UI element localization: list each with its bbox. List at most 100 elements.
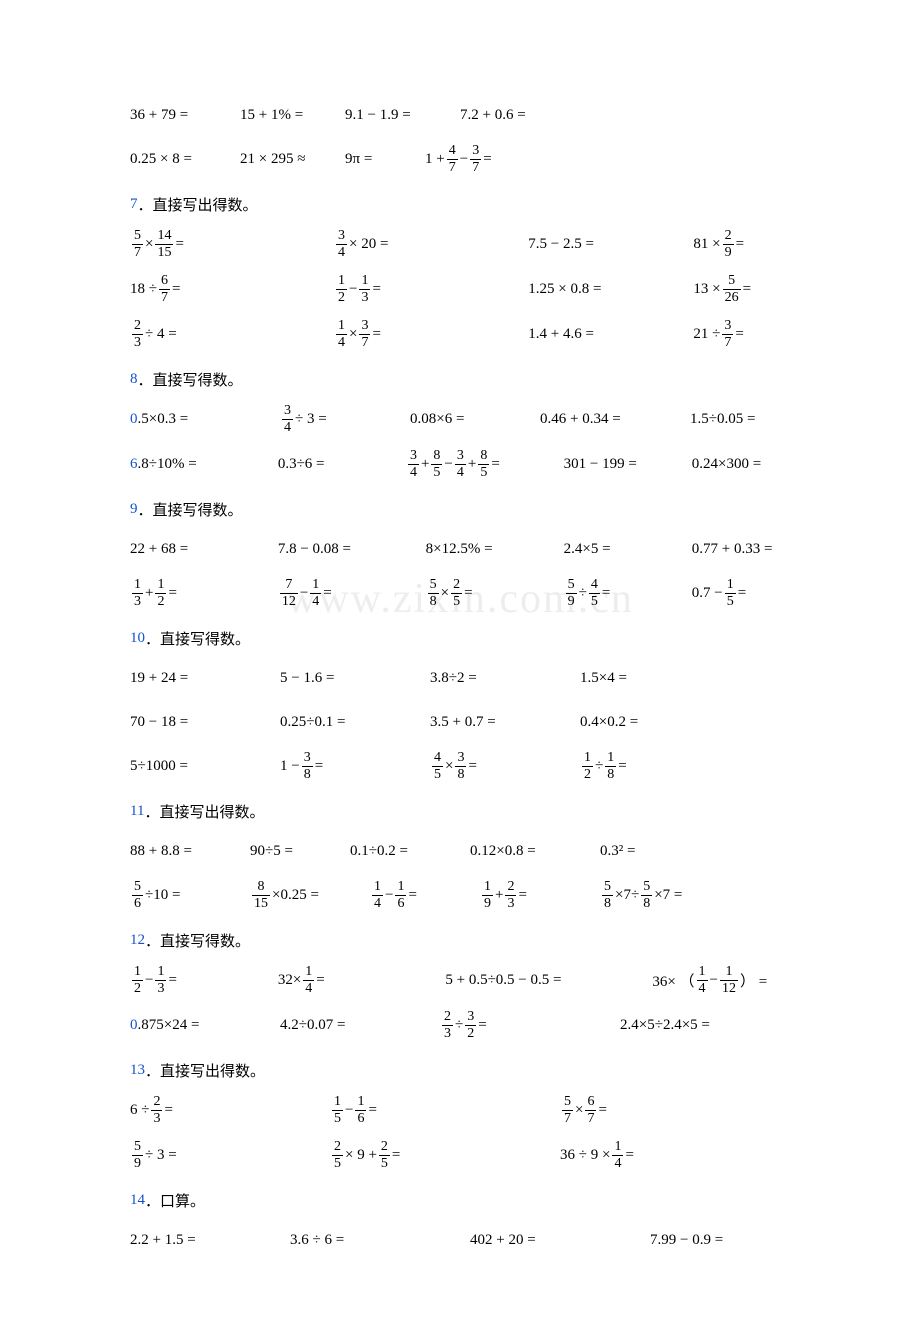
expr-row: 12 − 13 =32× 14 =5 + 0.5÷0.5 − 0.5 =36× … bbox=[130, 965, 810, 996]
expr: 0.24×300 = bbox=[692, 456, 810, 473]
expr: 0.12×0.8 = bbox=[470, 843, 600, 860]
question-heading: 7．直接写出得数。 bbox=[130, 189, 810, 219]
expr: 0.25÷0.1 = bbox=[280, 714, 430, 731]
expr: 0.7 − 15 = bbox=[692, 578, 810, 609]
expr: 57 × 67 = bbox=[560, 1095, 680, 1126]
expr: 13 + 12 = bbox=[130, 578, 278, 609]
expr: 402 + 20 = bbox=[470, 1232, 650, 1249]
expr: 7.2 + 0.6 = bbox=[460, 107, 570, 124]
expr-row: 6 ÷ 23 =15 − 16 =57 × 67 = bbox=[130, 1095, 810, 1126]
question-label: ．直接写得数。 bbox=[138, 369, 243, 390]
question-label: ．直接写出得数。 bbox=[138, 194, 258, 215]
expr-row: 0.25 × 8 =21 × 295 ≈9π =1 + 47 − 37 = bbox=[130, 144, 810, 175]
question-label: ．直接写得数。 bbox=[138, 499, 243, 520]
expr: 9.1 − 1.9 = bbox=[345, 107, 460, 124]
expr: 36× （ 14 − 112 ） = bbox=[652, 965, 810, 996]
expr: 22 + 68 = bbox=[130, 541, 278, 558]
expr: 21 × 295 ≈ bbox=[240, 151, 345, 168]
expr-row: 18 ÷ 67 =12 − 13 =1.25 × 0.8 =13 × 526 = bbox=[130, 274, 810, 305]
question-number: 10 bbox=[130, 630, 145, 647]
expr: 815 ×0.25 = bbox=[250, 880, 370, 911]
question-heading: 12．直接写得数。 bbox=[130, 925, 810, 955]
expr: 0.77 + 0.33 = bbox=[692, 541, 810, 558]
expr: 18 ÷ 67 = bbox=[130, 274, 334, 305]
expr: 0.4×0.2 = bbox=[580, 714, 700, 731]
page: www.zixin.com.cn 36 + 79 =15 + 1% =9.1 −… bbox=[0, 0, 920, 1329]
expr: 1.4 + 4.6 = bbox=[528, 326, 693, 343]
expr: 59 ÷ 45 = bbox=[564, 578, 692, 609]
question-label: ．直接写出得数。 bbox=[144, 801, 264, 822]
expr: 88 + 8.8 = bbox=[130, 843, 250, 860]
expr: 15 + 1% = bbox=[240, 107, 345, 124]
expr: 2.4×5÷2.4×5 = bbox=[620, 1017, 780, 1034]
question-number: 8 bbox=[130, 371, 138, 388]
question-number: 9 bbox=[130, 501, 138, 518]
expr-row: 59 ÷ 3 =25 × 9 + 25 =36 ÷ 9 × 14 = bbox=[130, 1140, 810, 1171]
question-number: 14 bbox=[130, 1192, 145, 1209]
expr: 0.1÷0.2 = bbox=[350, 843, 470, 860]
expr: 15 − 16 = bbox=[330, 1095, 560, 1126]
expr: 1 + 47 − 37 = bbox=[425, 144, 545, 175]
expr: 3.6 ÷ 6 = bbox=[290, 1232, 470, 1249]
expr: 12 ÷ 18 = bbox=[580, 751, 700, 782]
expr: 56 ÷10 = bbox=[130, 880, 250, 911]
expr: 0.875×24 = bbox=[130, 1017, 280, 1034]
expr: 90÷5 = bbox=[250, 843, 350, 860]
expr: 0.3² = bbox=[600, 843, 680, 860]
expr: 23 ÷ 32 = bbox=[440, 1010, 620, 1041]
expr-row: 70 − 18 =0.25÷0.1 =3.5 + 0.7 =0.4×0.2 = bbox=[130, 707, 810, 737]
expr: 3.5 + 0.7 = bbox=[430, 714, 580, 731]
expr: 5÷1000 = bbox=[130, 758, 280, 775]
question-number: 12 bbox=[130, 932, 145, 949]
expr: 4.2÷0.07 = bbox=[280, 1017, 440, 1034]
expr: 12 − 13 = bbox=[334, 274, 528, 305]
expr: 25 × 9 + 25 = bbox=[330, 1140, 560, 1171]
question-label: ．口算。 bbox=[145, 1190, 205, 1211]
expr: 0.08×6 = bbox=[410, 411, 540, 428]
question-number: 11 bbox=[130, 803, 144, 820]
expr: 13 × 526 = bbox=[693, 274, 810, 305]
question-heading: 11．直接写出得数。 bbox=[130, 796, 810, 826]
expr: 21 ÷ 37 = bbox=[693, 319, 810, 350]
expr: 1 − 38 = bbox=[280, 751, 430, 782]
expr: 34 × 20 = bbox=[334, 229, 528, 260]
expr: 14 − 16 = bbox=[370, 880, 480, 911]
expr: 3.8÷2 = bbox=[430, 670, 580, 687]
expr: 0.3÷6 = bbox=[278, 456, 406, 473]
expr: 57 × 1415 = bbox=[130, 229, 334, 260]
expr: 70 − 18 = bbox=[130, 714, 280, 731]
question-heading: 9．直接写得数。 bbox=[130, 494, 810, 524]
expr-row: 5÷1000 =1 − 38 =45 × 38 =12 ÷ 18 = bbox=[130, 751, 810, 782]
expr: 0.46 + 0.34 = bbox=[540, 411, 690, 428]
expr-row: 0.875×24 =4.2÷0.07 =23 ÷ 32 =2.4×5÷2.4×5… bbox=[130, 1010, 810, 1041]
expr: 0.5×0.3 = bbox=[130, 411, 280, 428]
expr: 58 ×7÷ 58 ×7 = bbox=[600, 880, 740, 911]
expr: 1.5×4 = bbox=[580, 670, 700, 687]
expr: 19 + 23 = bbox=[480, 880, 600, 911]
expr: 7.99 − 0.9 = bbox=[650, 1232, 770, 1249]
expr: 59 ÷ 3 = bbox=[130, 1140, 330, 1171]
question-number: 13 bbox=[130, 1062, 145, 1079]
expr: 58 × 25 = bbox=[426, 578, 564, 609]
expr-row: 57 × 1415 =34 × 20 =7.5 − 2.5 =81 × 29 = bbox=[130, 229, 810, 260]
expr-row: 19 + 24 =5 − 1.6 =3.8÷2 =1.5×4 = bbox=[130, 663, 810, 693]
expr-row: 36 + 79 =15 + 1% =9.1 − 1.9 =7.2 + 0.6 = bbox=[130, 100, 810, 130]
expr: 1.25 × 0.8 = bbox=[528, 281, 693, 298]
expr-row: 23 ÷ 4 =14 × 37 =1.4 + 4.6 =21 ÷ 37 = bbox=[130, 319, 810, 350]
expr: 0.25 × 8 = bbox=[130, 151, 240, 168]
expr: 5 + 0.5÷0.5 − 0.5 = bbox=[445, 972, 652, 989]
expr: 6.8÷10% = bbox=[130, 456, 278, 473]
expr-row: 88 + 8.8 =90÷5 =0.1÷0.2 =0.12×0.8 =0.3² … bbox=[130, 836, 810, 866]
expr: 36 ÷ 9 × 14 = bbox=[560, 1140, 680, 1171]
expr: 81 × 29 = bbox=[693, 229, 810, 260]
question-label: ．直接写得数。 bbox=[145, 628, 250, 649]
expr: 12 − 13 = bbox=[130, 965, 278, 996]
expr: 301 − 199 = bbox=[564, 456, 692, 473]
expr-row: 13 + 12 =712 − 14 =58 × 25 =59 ÷ 45 =0.7… bbox=[130, 578, 810, 609]
expr: 45 × 38 = bbox=[430, 751, 580, 782]
question-heading: 8．直接写得数。 bbox=[130, 364, 810, 394]
expr-row: 0.5×0.3 =34 ÷ 3 =0.08×6 =0.46 + 0.34 =1.… bbox=[130, 404, 810, 435]
question-label: ．直接写出得数。 bbox=[145, 1060, 265, 1081]
expr: 14 × 37 = bbox=[334, 319, 528, 350]
question-label: ．直接写得数。 bbox=[145, 930, 250, 951]
